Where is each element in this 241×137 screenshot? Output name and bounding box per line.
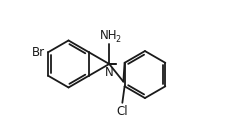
Text: 2: 2 (115, 35, 120, 44)
Text: N: N (105, 66, 114, 79)
Text: Cl: Cl (117, 105, 128, 118)
Text: NH: NH (100, 29, 118, 42)
Text: Br: Br (32, 46, 45, 59)
